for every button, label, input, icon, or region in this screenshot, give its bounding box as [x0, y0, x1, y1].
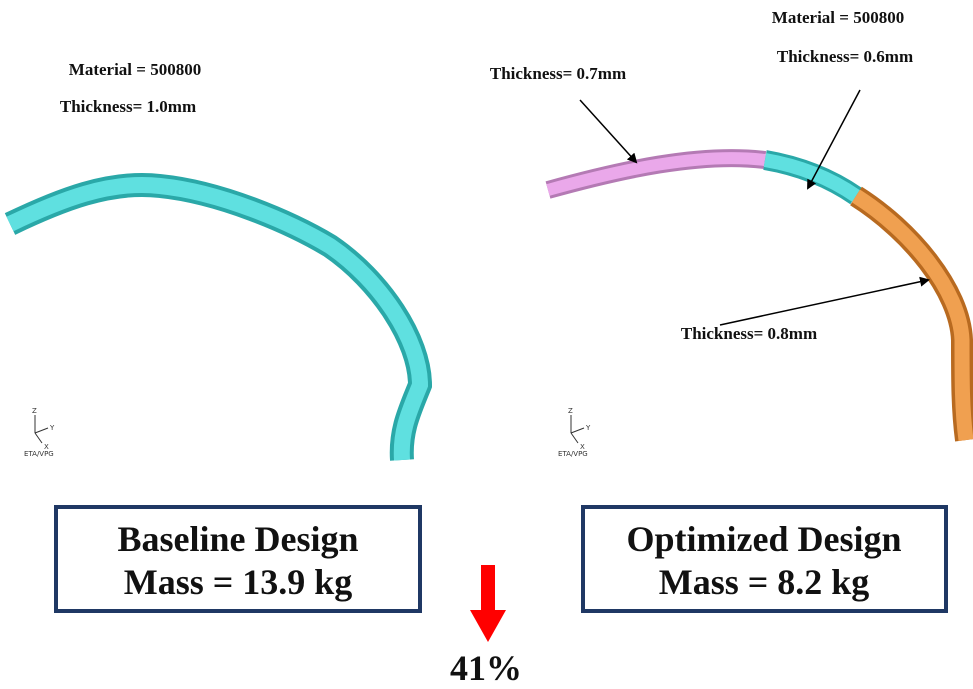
baseline-title: Baseline Design: [117, 519, 358, 559]
arrow: [579, 99, 638, 164]
triad-y: Y: [49, 424, 55, 432]
reduction: 41%: [450, 648, 522, 688]
baseline-mass: Mass = 13.9 kg: [124, 562, 353, 602]
optimized-material: Material = 500800: [772, 8, 904, 27]
arrow: [719, 276, 930, 326]
triad: Z Y X ETA/VPG: [558, 407, 591, 458]
thickness-middle: Thickness= 0.6mm: [777, 47, 913, 66]
baseline-thickness: Thickness= 1.0mm: [60, 97, 196, 116]
baseline-material: Material = 500800: [69, 60, 201, 79]
optimized-box: [581, 505, 948, 613]
optimized-mass: Mass = 8.2 kg: [659, 562, 870, 602]
triad-logo: ETA/VPG: [558, 450, 588, 458]
triad-z: Z: [568, 407, 573, 415]
baseline-part: [4, 172, 433, 461]
baseline-box: [54, 505, 422, 613]
reduction-arrow: [470, 565, 506, 642]
optimized-title: Optimized Design: [627, 519, 902, 559]
thickness-left: Thickness= 0.7mm: [490, 64, 626, 83]
triad: Z Y X ETA/VPG: [24, 407, 55, 458]
triad-logo: ETA/VPG: [24, 450, 54, 458]
thickness-right: Thickness= 0.8mm: [681, 324, 817, 343]
optimized-part: [545, 149, 973, 442]
arrow: [807, 89, 861, 190]
triad-x: X: [44, 443, 49, 451]
triad-y: Y: [585, 424, 591, 432]
triad-z: Z: [32, 407, 37, 415]
triad-x: X: [580, 443, 585, 451]
